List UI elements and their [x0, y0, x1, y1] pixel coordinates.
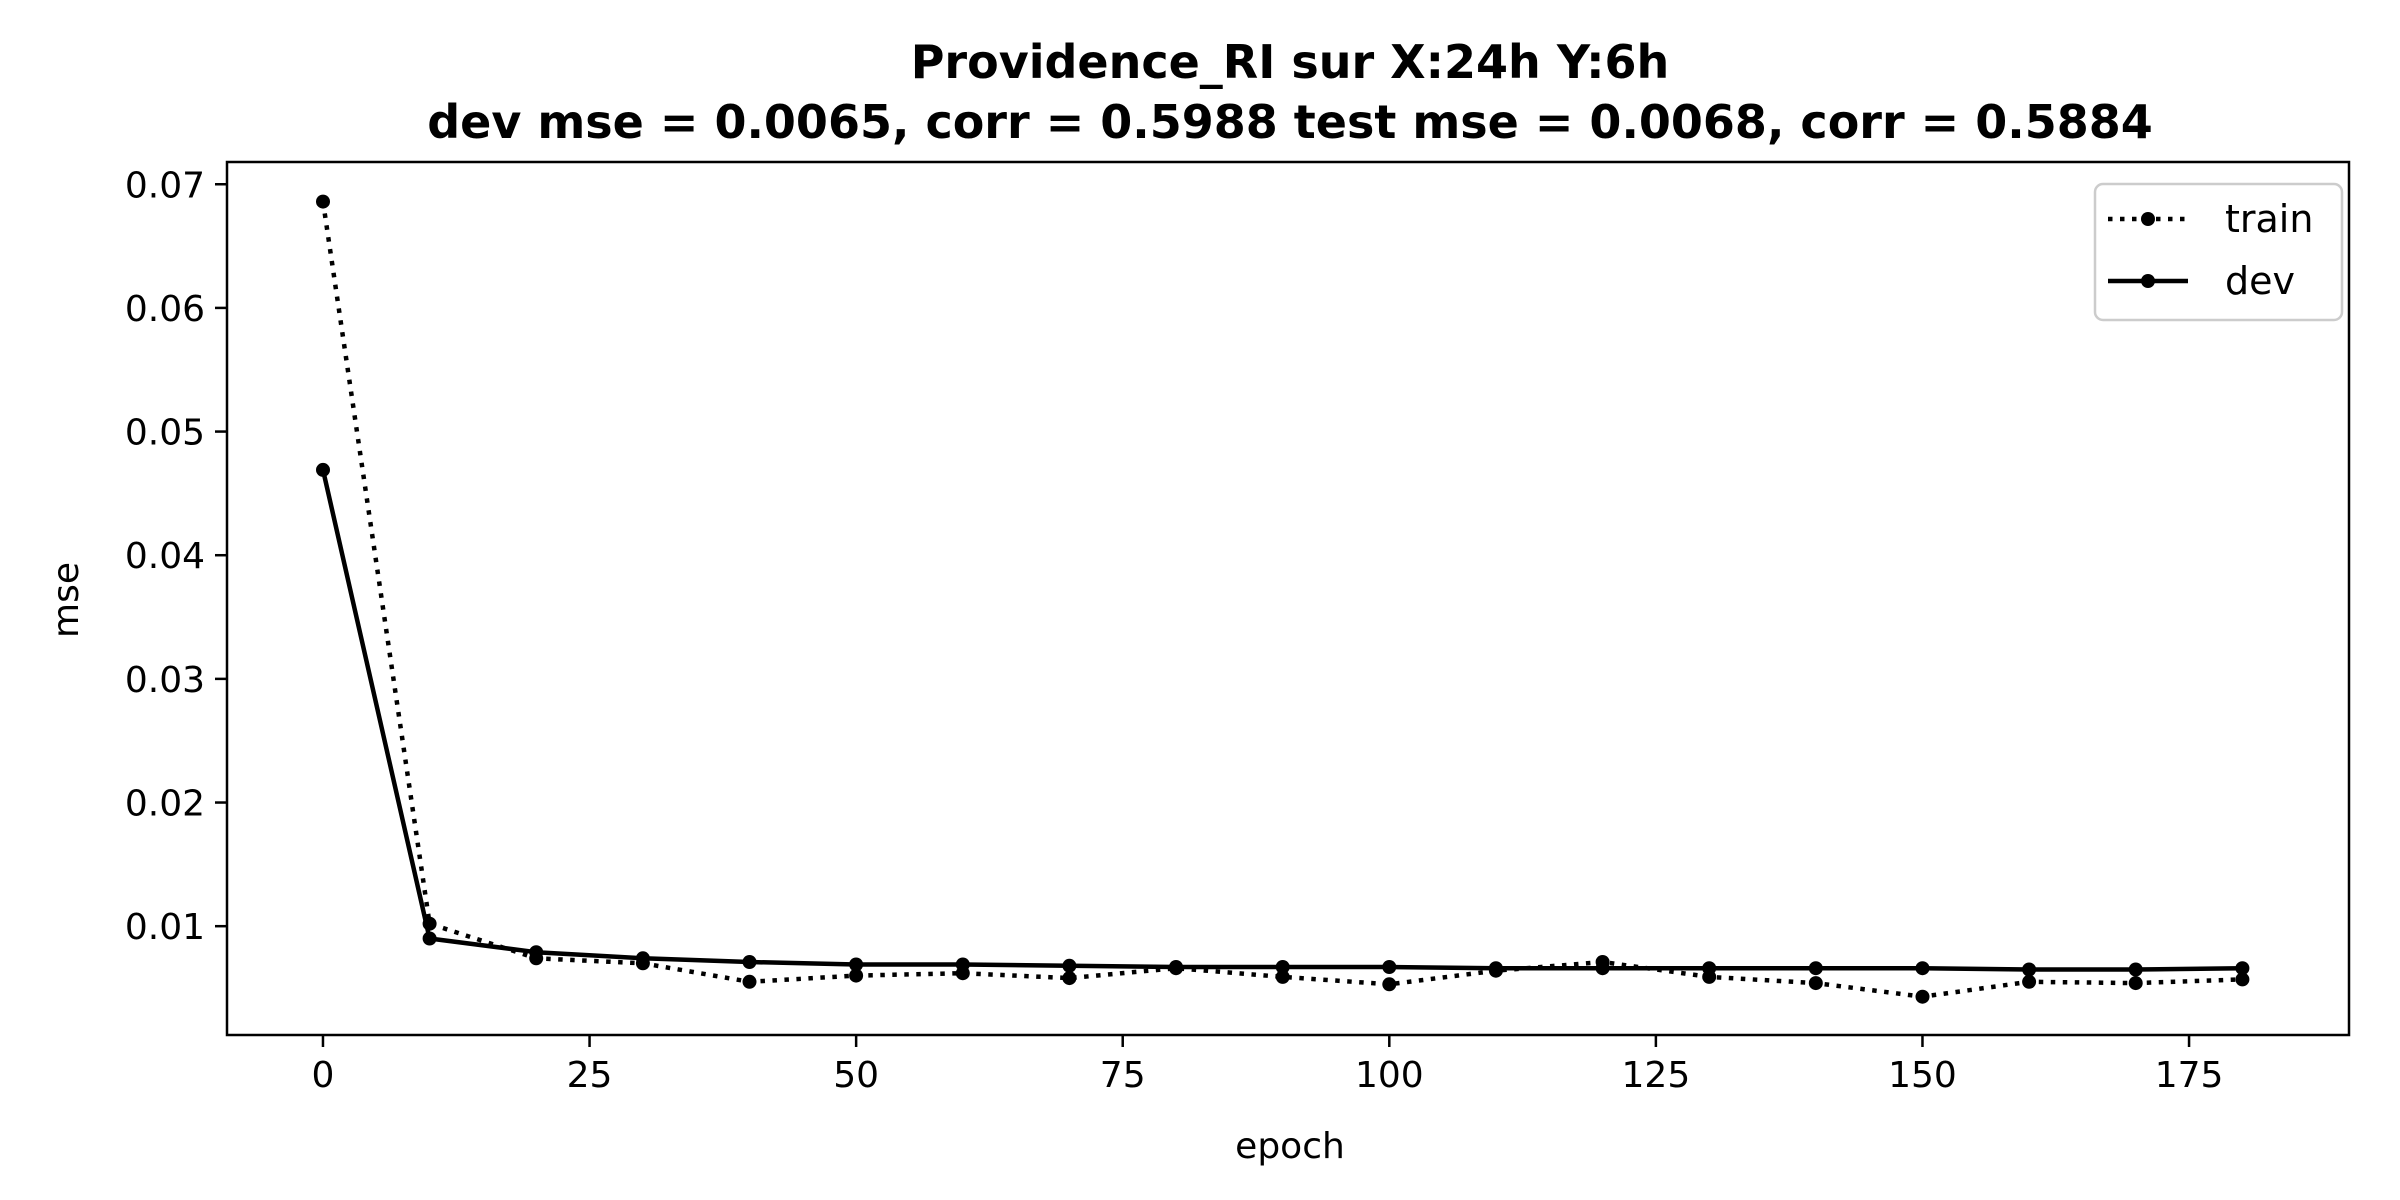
- x-tick-label: 175: [2155, 1055, 2224, 1096]
- data-point-train: [849, 968, 864, 983]
- y-axis-label: mse: [46, 562, 87, 638]
- data-point-dev: [316, 462, 330, 477]
- x-tick-label: 75: [1100, 1055, 1146, 1096]
- x-tick-label: 50: [833, 1055, 879, 1096]
- data-point-dev: [1062, 958, 1077, 973]
- data-point-dev: [955, 957, 970, 972]
- data-point-train: [1808, 976, 1823, 991]
- data-point-dev: [742, 955, 757, 969]
- data-point-dev: [2235, 961, 2250, 976]
- y-tick-label: 0.07: [125, 165, 205, 206]
- data-point-dev: [1808, 961, 1823, 976]
- legend-entry-dev: dev: [2108, 259, 2295, 303]
- y-tick-label: 0.06: [125, 289, 205, 330]
- data-point-dev: [849, 957, 864, 972]
- plot-area: [225, 160, 2351, 1037]
- data-point-train: [2128, 976, 2143, 991]
- x-tick-label: 150: [1888, 1055, 1957, 1096]
- x-tick-label: 100: [1355, 1055, 1424, 1096]
- legend-label-dev: dev: [2225, 259, 2295, 303]
- data-point-dev: [635, 951, 650, 966]
- x-axis-label: epoch: [1235, 1126, 1345, 1167]
- data-point-train: [1915, 989, 1930, 1004]
- data-point-train: [1275, 969, 1290, 984]
- x-tick-label: 25: [567, 1055, 613, 1096]
- data-point-dev: [1595, 961, 1610, 976]
- legend-label-train: train: [2225, 197, 2313, 241]
- data-point-train: [1062, 971, 1077, 986]
- data-point-dev: [422, 931, 437, 946]
- y-tick-label: 0.01: [125, 907, 205, 948]
- chart-title: Providence_RI sur X:24h Y:6h: [911, 35, 1670, 89]
- data-point-dev: [1275, 960, 1290, 974]
- x-tick-label: 125: [1622, 1055, 1691, 1096]
- legend-entry-train: train: [2108, 197, 2313, 241]
- data-point-dev: [2022, 962, 2037, 977]
- y-tick-label: 0.05: [125, 413, 205, 454]
- legend: train dev: [2093, 182, 2344, 322]
- y-tick-label: 0.04: [125, 536, 205, 577]
- data-point-train: [1382, 977, 1397, 992]
- data-point-dev: [529, 945, 544, 960]
- legend-marker-train: [2141, 212, 2155, 226]
- legend-marker-dev: [2141, 274, 2155, 288]
- x-axis: 0 25 50 75 100 125 150 175: [312, 1035, 2224, 1096]
- axes-frame: [225, 160, 2351, 1037]
- data-point-train: [2235, 972, 2250, 987]
- x-tick-label: 0: [312, 1055, 335, 1096]
- data-point-train: [2022, 974, 2037, 989]
- data-point-dev: [1382, 960, 1397, 974]
- data-point-dev: [1169, 960, 1183, 974]
- data-point-train: [742, 974, 757, 989]
- data-point-dev: [1915, 961, 1930, 976]
- y-tick-label: 0.02: [125, 784, 205, 825]
- chart-subtitle: dev mse = 0.0065, corr = 0.5988 test mse…: [427, 95, 2153, 149]
- y-axis: 0.01 0.02 0.03 0.04 0.05 0.06 0.07: [125, 165, 227, 948]
- data-point-train: [316, 194, 330, 209]
- data-point-dev: [2128, 962, 2143, 977]
- data-point-dev: [1702, 961, 1717, 976]
- series-layer: [316, 194, 2250, 1004]
- data-point-dev: [1488, 961, 1503, 976]
- y-tick-label: 0.03: [125, 660, 205, 701]
